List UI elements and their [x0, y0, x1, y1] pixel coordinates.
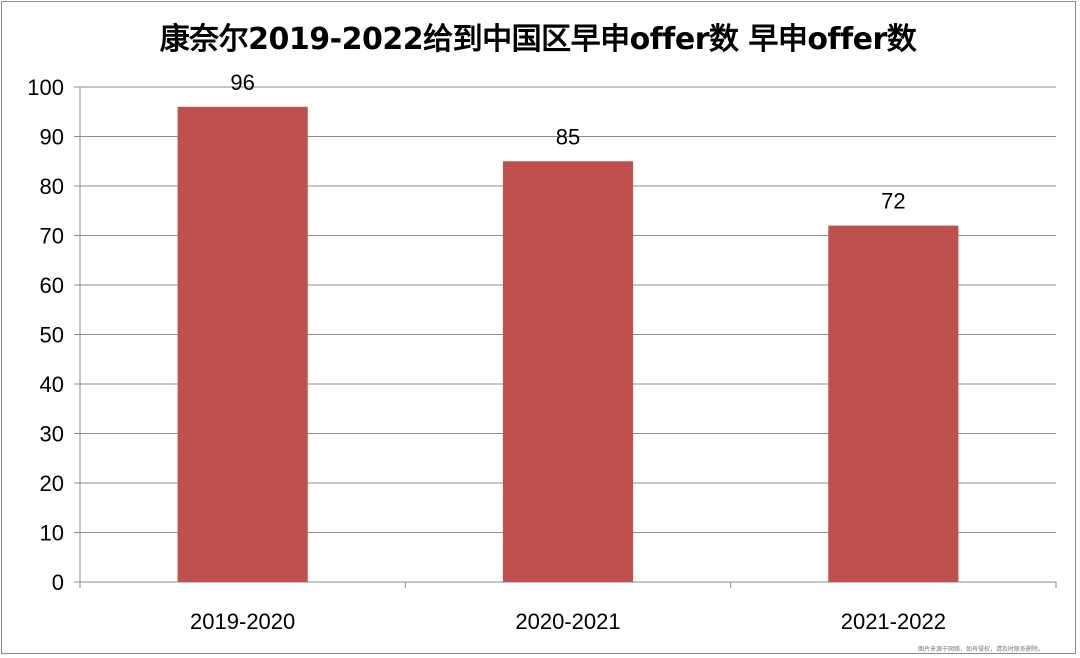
data-label: 72: [881, 189, 905, 214]
y-tick-label: 20: [40, 471, 64, 496]
y-tick-label: 80: [40, 174, 64, 199]
chart-title: 康奈尔2019-2022给到中国区早申offer数 早申offer数: [159, 22, 917, 57]
y-tick-label: 100: [27, 75, 64, 100]
data-label: 85: [556, 124, 580, 149]
y-tick-label: 70: [40, 224, 64, 249]
y-tick-label: 10: [40, 521, 64, 546]
x-tick-label: 2020-2021: [515, 609, 620, 634]
bar: [177, 106, 308, 583]
y-tick-label: 90: [40, 125, 64, 150]
bar: [828, 225, 959, 582]
y-tick-label: 60: [40, 273, 64, 298]
watermark-text: 图片来源于网络，如有侵权，请及时联系删除。: [918, 647, 1045, 653]
x-tick-label: 2019-2020: [190, 609, 295, 634]
x-tick-label: 2021-2022: [841, 609, 946, 634]
y-tick-label: 0: [52, 570, 64, 595]
y-tick-label: 50: [40, 323, 64, 348]
data-label: 96: [230, 70, 254, 95]
bar: [502, 161, 634, 582]
y-tick-label: 30: [40, 422, 64, 447]
y-tick-label: 40: [40, 372, 64, 397]
